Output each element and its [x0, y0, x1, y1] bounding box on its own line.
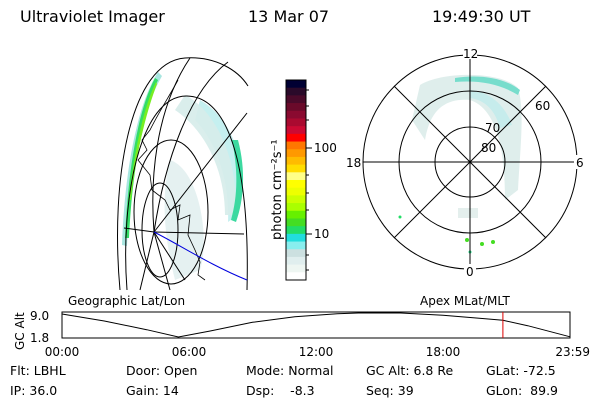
colorbar-band: [286, 141, 306, 150]
colorbar-band: [286, 87, 306, 96]
altitude-series-line: [61, 312, 570, 338]
colorbar-band: [286, 195, 306, 204]
colorbar-tick-10: 10: [314, 227, 329, 241]
colorbar-band: [286, 95, 306, 104]
colorbar-band: [286, 80, 306, 89]
geographic-map: [117, 57, 249, 291]
colorbar-band: [286, 133, 306, 143]
colorbar-band: [286, 203, 306, 212]
colorbar-band: [286, 103, 306, 112]
colorbar-band: [286, 118, 306, 127]
y-tick-bottom: 1.8: [30, 331, 49, 345]
colorbar-band: [286, 272, 306, 281]
seq-status: Seq: 39: [366, 383, 414, 398]
y-tick-top: 9.0: [30, 309, 49, 323]
mlt-label-12: 12: [463, 47, 478, 61]
colorbar-band: [286, 241, 306, 250]
x-tick-label: 18:00: [426, 345, 461, 359]
x-tick-label: 00:00: [45, 345, 80, 359]
mlat-label-60: 60: [535, 99, 550, 113]
door-status: Door: Open: [126, 363, 198, 378]
time-label: 19:49:30 UT: [432, 7, 531, 26]
mlt-label-6: 6: [576, 156, 584, 170]
aurora-emission-left: [122, 72, 244, 280]
colorbar-band: [286, 149, 306, 158]
aurora-emission-right: [398, 74, 522, 254]
colorbar-band: [286, 110, 306, 119]
y-axis-label: GC Alt: [13, 312, 27, 350]
mlat-label-80: 80: [481, 141, 496, 155]
glat-status: GLat: -72.5: [486, 363, 556, 378]
date-label: 13 Mar 07: [248, 7, 330, 26]
glon-status: GLon: 89.9: [486, 383, 558, 398]
x-tick-label: 23:59: [555, 345, 590, 359]
polar-grid: [362, 54, 578, 270]
mode-status: Mode: Normal: [246, 363, 334, 378]
orbit-track: [153, 231, 248, 281]
colorbar-band: [286, 218, 306, 227]
instrument-title: Ultraviolet Imager: [20, 7, 165, 26]
colorbar-band: [286, 226, 306, 235]
left-panel-label: Geographic Lat/Lon: [68, 294, 185, 308]
mlat-label-70: 70: [485, 121, 500, 135]
gain-status: Gain: 14: [126, 383, 179, 398]
mlt-label-0: 0: [466, 265, 474, 279]
colorbar: [286, 80, 306, 281]
dsp-status: Dsp: -8.3: [246, 383, 315, 398]
colorbar-frame: [285, 79, 307, 281]
colorbar-unit-label: photon cm⁻²s⁻¹: [270, 139, 285, 240]
ip-status: IP: 36.0: [10, 383, 58, 398]
colorbar-band: [286, 233, 306, 243]
colorbar-band: [286, 164, 306, 173]
colorbar-band: [286, 187, 306, 196]
colorbar-band: [286, 249, 306, 258]
x-tick-labels: 00:00 06:00 12:00 18:00 23:59: [45, 345, 590, 359]
mlt-label-18: 18: [346, 156, 361, 170]
lat-lon-grid: [117, 57, 249, 291]
colorbar-band: [286, 126, 306, 135]
colorbar-band: [286, 156, 306, 166]
colorbar-band: [286, 172, 306, 181]
polar-map: 12 18 6 0 60 70 80: [345, 46, 584, 279]
colorbar-band: [286, 180, 306, 189]
colorbar-band: [286, 256, 306, 266]
x-tick-label: 06:00: [172, 345, 207, 359]
colorbar-ticks: [306, 89, 312, 271]
colorbar-tick-100: 100: [314, 141, 337, 155]
filter-status: Flt: LBHL: [10, 363, 66, 378]
altitude-plot-frame: [61, 311, 571, 339]
right-panel-label: Apex MLat/MLT: [420, 294, 510, 308]
x-tick-label: 12:00: [299, 345, 334, 359]
colorbar-band: [286, 264, 306, 273]
gc-alt-status: GC Alt: 6.8 Re: [366, 363, 454, 378]
colorbar-band: [286, 210, 306, 219]
